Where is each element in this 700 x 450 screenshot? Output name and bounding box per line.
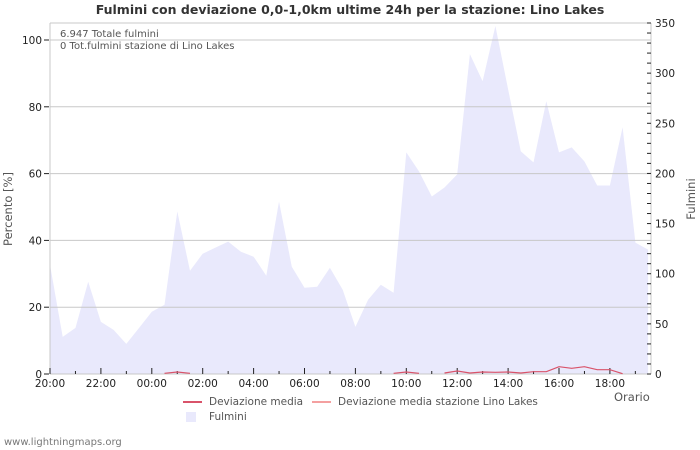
x-tick-label: 22:00 — [86, 378, 116, 390]
legend-label-dev-media: Deviazione media — [209, 396, 304, 408]
legend-label-fulmini: Fulmini — [209, 411, 247, 423]
right-tick-label: 100 — [655, 269, 675, 281]
left-tick-label: 100 — [22, 35, 42, 47]
right-tick-label: 300 — [655, 68, 675, 80]
right-tick-label: 350 — [655, 18, 675, 30]
right-tick-label: 150 — [655, 219, 675, 231]
x-tick-label: 12:00 — [442, 378, 472, 390]
legend-swatch-dev-media — [183, 401, 202, 403]
x-tick-label: 04:00 — [238, 378, 268, 390]
chart-title: Fulmini con deviazione 0,0-1,0km ultime … — [95, 2, 605, 17]
dev-media-line — [444, 366, 623, 375]
x-tick-label: 08:00 — [340, 378, 370, 390]
info-total: 6.947 Totale fulmini — [60, 29, 159, 40]
x-tick-label: 16:00 — [544, 378, 574, 390]
footer-credit: www.lightningmaps.org — [4, 437, 122, 448]
right-tick-label: 0 — [655, 369, 662, 381]
right-axis-title: Fulmini — [684, 178, 698, 220]
x-tick-label: 14:00 — [493, 378, 523, 390]
left-tick-label: 80 — [29, 102, 42, 114]
x-tick-label: 00:00 — [137, 378, 167, 390]
right-tick-label: 250 — [655, 118, 675, 130]
right-tick-label: 200 — [655, 168, 675, 180]
right-tick-label: 50 — [655, 319, 668, 331]
legend-swatch-fulmini — [186, 412, 196, 422]
x-tick-label: 20:00 — [35, 378, 65, 390]
x-tick-label: 02:00 — [188, 378, 218, 390]
left-tick-label: 60 — [29, 169, 42, 181]
left-axis-title: Percento [%] — [1, 172, 15, 246]
x-tick-label: 18:00 — [595, 378, 625, 390]
x-tick-label: 10:00 — [391, 378, 421, 390]
fulmini-area — [50, 26, 649, 374]
left-tick-label: 0 — [35, 369, 42, 381]
legend-swatch-dev-station — [312, 401, 331, 403]
dev-media-line — [164, 371, 191, 374]
left-tick-label: 20 — [29, 302, 42, 314]
x-tick-label: 06:00 — [289, 378, 319, 390]
x-axis-title: Orario — [614, 390, 650, 404]
dev-media-line — [393, 371, 420, 374]
info-station-total: 0 Tot.fulmini stazione di Lino Lakes — [60, 41, 235, 52]
left-tick-label: 40 — [29, 235, 42, 247]
legend-label-dev-station: Deviazione media stazione Lino Lakes — [338, 396, 538, 408]
